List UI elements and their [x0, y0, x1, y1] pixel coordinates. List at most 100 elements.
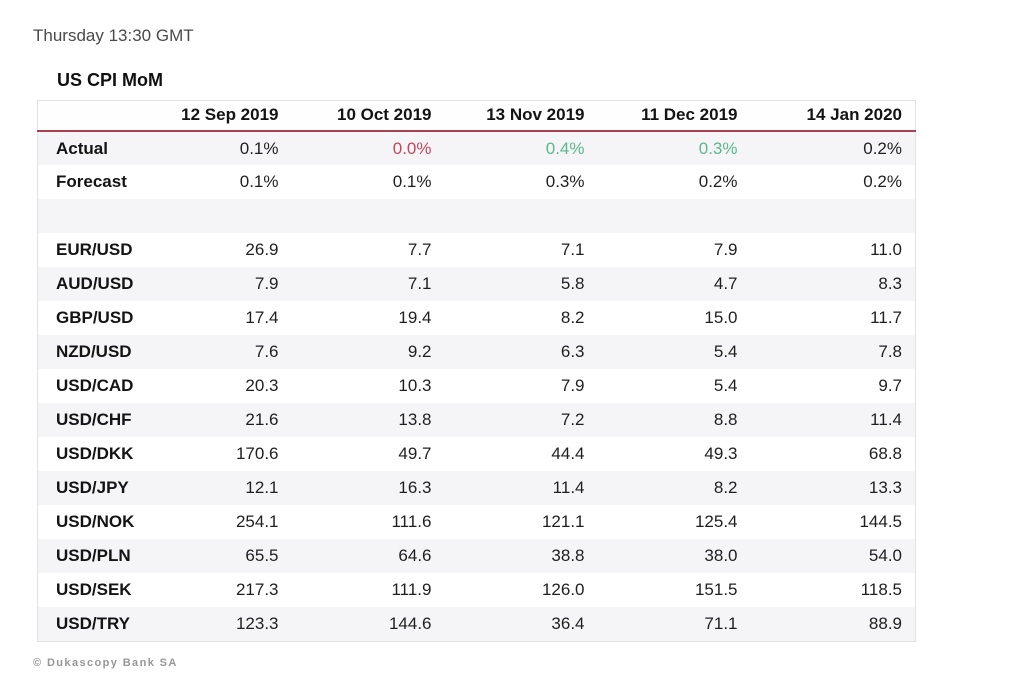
cell-value: 0.0%	[392, 138, 432, 158]
cell-value: 111.9	[391, 580, 432, 599]
cell-value: 12.1	[245, 478, 279, 497]
cell-value	[598, 199, 751, 233]
cell-value: 65.5	[245, 546, 279, 565]
table-row: USD/PLN 65.5 64.6 38.8 38.0 54.0	[37, 539, 916, 573]
row-label: USD/SEK	[56, 580, 132, 599]
cell-value: 8.3	[878, 274, 902, 293]
cell-value: 0.2%	[863, 172, 902, 191]
cell-value: 49.7	[398, 444, 432, 463]
cell-value: 0.3%	[698, 138, 738, 158]
cell-value: 36.4	[551, 613, 585, 633]
cell-value: 111.6	[391, 512, 432, 531]
cell-value: 0.1%	[239, 172, 279, 191]
cell-value: 4.7	[713, 274, 738, 293]
table-row: AUD/USD 7.9 7.1 5.8 4.7 8.3	[37, 267, 916, 301]
cell-value: 144.5	[859, 512, 902, 531]
table-row: NZD/USD 7.6 9.2 6.3 5.4 7.8	[37, 335, 916, 369]
table-row: USD/CHF 21.6 13.8 7.2 8.8 11.4	[37, 403, 916, 437]
cell-value: 21.6	[245, 410, 279, 429]
cell-value: 7.9	[560, 376, 585, 395]
cell-value: 68.8	[868, 444, 902, 463]
cell-value: 88.9	[868, 613, 902, 633]
table-body: Actual 0.1% 0.0% 0.4% 0.3% 0.2% Forecast 0.1% 0.…	[37, 131, 916, 641]
cell-value: 7.7	[407, 240, 432, 259]
cell-value: 54.0	[868, 546, 902, 565]
cell-value: 71.1	[704, 613, 738, 633]
header-date: 11 Dec 2019	[597, 100, 751, 132]
cell-value: 11.4	[870, 410, 902, 429]
row-label: USD/CHF	[56, 410, 132, 429]
row-label: USD/TRY	[56, 613, 130, 633]
table-title: US CPI MoM	[57, 70, 163, 90]
cell-value: 7.1	[560, 240, 585, 259]
cell-value: 49.3	[704, 444, 738, 463]
row-label: USD/PLN	[56, 546, 131, 565]
spacer-row	[37, 199, 916, 233]
cell-value: 13.8	[398, 410, 432, 429]
row-label	[38, 199, 139, 233]
cell-value: 8.2	[713, 478, 738, 497]
cell-value: 125.4	[694, 512, 738, 531]
table-row: USD/TRY 123.3 144.6 36.4 71.1 88.9	[37, 607, 916, 641]
table-row: GBP/USD 17.4 19.4 8.2 15.0 11.7	[38, 301, 916, 335]
row-label: EUR/USD	[56, 240, 133, 259]
row-label: USD/DKK	[56, 444, 134, 463]
row-label: USD/NOK	[56, 512, 135, 531]
header-date: 10 Oct 2019	[291, 100, 445, 132]
header-date: 13 Nov 2019	[444, 100, 598, 132]
row-label: USD/JPY	[56, 478, 129, 497]
table-row: USD/NOK 254.1 111.6 121.1 125.4 144.5	[38, 505, 916, 539]
row-label: Actual	[56, 138, 108, 158]
row-label: NZD/USD	[56, 342, 132, 361]
cell-value: 19.4	[398, 308, 432, 327]
cell-value: 38.0	[704, 546, 738, 565]
cell-value: 9.2	[407, 342, 432, 361]
cell-value: 5.4	[713, 376, 738, 395]
cell-value: 7.1	[407, 274, 432, 293]
cell-value: 11.7	[870, 308, 902, 327]
cell-value: 15.0	[704, 308, 738, 327]
table-row: USD/SEK 217.3 111.9 126.0 151.5 118.5	[38, 573, 916, 607]
release-timestamp: Thursday 13:30 GMT	[33, 26, 194, 45]
cell-value: 0.4%	[545, 138, 585, 158]
header-date: 14 Jan 2020	[750, 100, 916, 132]
copyright-notice: © Dukascopy Bank SA	[33, 657, 178, 669]
table-row: USD/DKK 170.6 49.7 44.4 49.3 68.8	[38, 437, 916, 471]
cell-value	[445, 199, 598, 233]
cell-value: 5.4	[713, 342, 738, 361]
table-row: Forecast 0.1% 0.1% 0.3% 0.2% 0.2%	[38, 165, 916, 199]
cell-value: 123.3	[235, 613, 279, 633]
cell-value: 8.8	[713, 410, 738, 429]
table-row: USD/JPY 12.1 16.3 11.4 8.2 13.3	[37, 471, 916, 505]
cell-value: 121.1	[541, 512, 585, 531]
row-label: GBP/USD	[56, 308, 134, 327]
cell-value: 0.2%	[698, 172, 738, 191]
table-header-row: 12 Sep 2019 10 Oct 2019 13 Nov 2019 11 D…	[37, 100, 916, 132]
table-row: Actual 0.1% 0.0% 0.4% 0.3% 0.2%	[37, 131, 916, 165]
cell-value: 118.5	[860, 580, 902, 599]
cell-value: 170.6	[235, 444, 279, 463]
cpi-table: 12 Sep 2019 10 Oct 2019 13 Nov 2019 11 D…	[37, 100, 916, 642]
cell-value: 126.0	[541, 580, 585, 599]
header-date: 12 Sep 2019	[138, 100, 292, 132]
cell-value: 16.3	[398, 478, 432, 497]
cell-value: 7.8	[878, 342, 902, 361]
table-row: USD/CAD 20.3 10.3 7.9 5.4 9.7	[38, 369, 916, 403]
cell-value: 217.3	[235, 580, 279, 599]
table-row: EUR/USD 26.9 7.7 7.1 7.9 11.0	[38, 233, 916, 267]
cell-value: 254.1	[235, 512, 279, 531]
cell-value: 20.3	[245, 376, 279, 395]
header-empty-cell	[37, 100, 139, 132]
cell-value: 17.4	[245, 308, 279, 327]
cell-value: 0.2%	[863, 138, 902, 158]
cell-value: 144.6	[388, 613, 432, 633]
cell-value: 11.0	[870, 240, 902, 259]
cell-value: 64.6	[398, 546, 432, 565]
cell-value	[751, 199, 916, 233]
cell-value: 38.8	[551, 546, 585, 565]
cell-value: 26.9	[245, 240, 279, 259]
row-label: USD/CAD	[56, 376, 134, 395]
cell-value: 0.1%	[239, 138, 279, 158]
cpi-report: US CPI MoM 12 Sep 2019 10 Oct 2019 13 No…	[37, 70, 916, 642]
cell-value: 44.4	[551, 444, 585, 463]
